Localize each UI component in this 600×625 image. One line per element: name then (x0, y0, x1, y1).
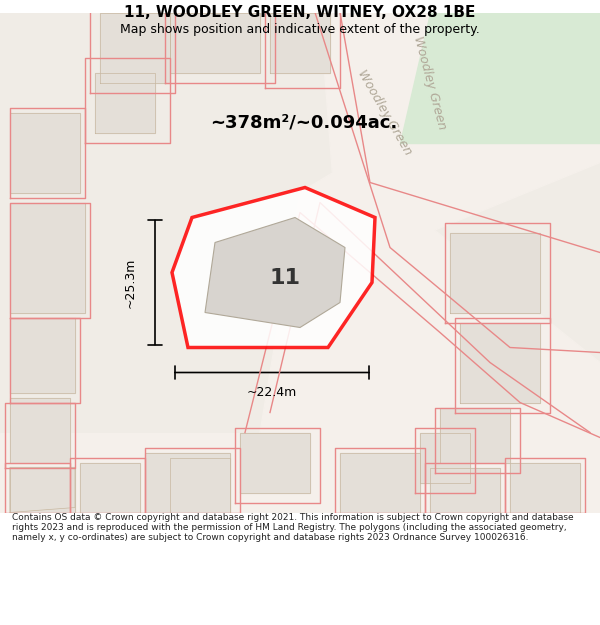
Polygon shape (420, 432, 470, 482)
Polygon shape (340, 452, 420, 512)
Polygon shape (10, 202, 85, 312)
Polygon shape (240, 432, 310, 492)
Polygon shape (430, 468, 500, 512)
Polygon shape (510, 462, 580, 512)
Polygon shape (172, 188, 375, 348)
Polygon shape (10, 468, 75, 512)
Text: ~25.3m: ~25.3m (124, 258, 137, 308)
Text: Contains OS data © Crown copyright and database right 2021. This information is : Contains OS data © Crown copyright and d… (12, 512, 574, 542)
Polygon shape (95, 72, 155, 132)
Polygon shape (460, 322, 540, 402)
Text: 11, WOODLEY GREEN, WITNEY, OX28 1BE: 11, WOODLEY GREEN, WITNEY, OX28 1BE (124, 4, 476, 19)
Polygon shape (145, 452, 230, 512)
Polygon shape (170, 12, 260, 72)
Polygon shape (10, 318, 75, 392)
Polygon shape (260, 162, 600, 512)
Polygon shape (0, 432, 600, 512)
Polygon shape (80, 462, 140, 512)
Polygon shape (10, 398, 70, 462)
Polygon shape (170, 458, 230, 512)
Text: ~22.4m: ~22.4m (247, 386, 297, 399)
Text: Woodley Green: Woodley Green (355, 68, 415, 158)
Polygon shape (450, 232, 540, 312)
Polygon shape (270, 12, 330, 72)
Text: Woodley Green: Woodley Green (411, 34, 449, 131)
Text: Map shows position and indicative extent of the property.: Map shows position and indicative extent… (120, 23, 480, 36)
Polygon shape (440, 408, 510, 462)
Polygon shape (10, 112, 80, 192)
Polygon shape (10, 468, 75, 512)
Text: 11: 11 (269, 268, 301, 288)
Polygon shape (100, 12, 170, 82)
Polygon shape (320, 12, 600, 272)
Text: ~378m²/~0.094ac.: ~378m²/~0.094ac. (210, 114, 397, 131)
Polygon shape (205, 217, 345, 328)
Polygon shape (400, 12, 600, 142)
